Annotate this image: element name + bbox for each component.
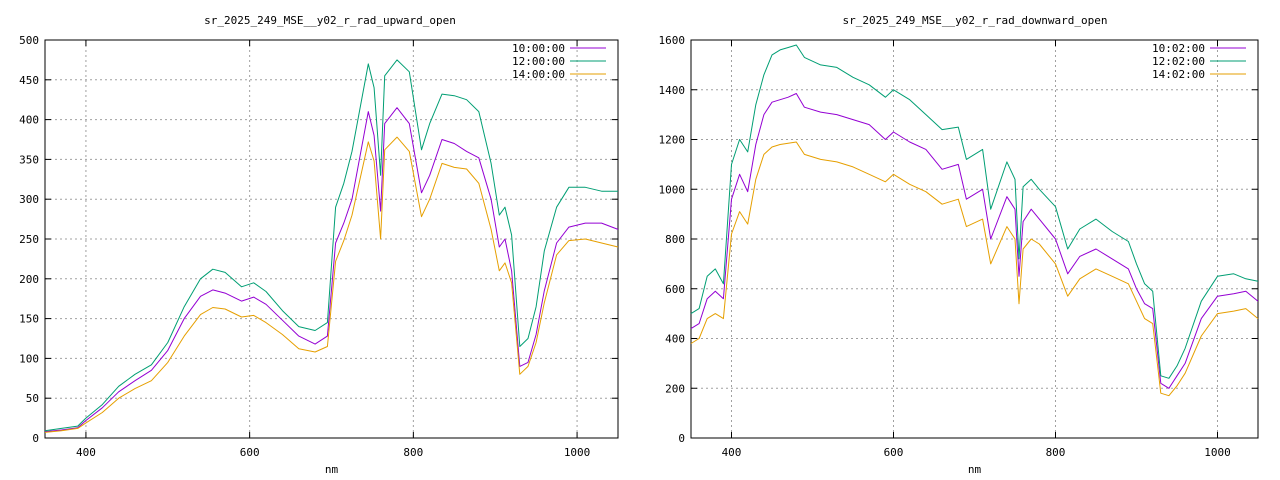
chart1-ytick-label: 500 (19, 34, 39, 47)
chart1-plot-frame (44, 39, 619, 439)
chart1-ytick-label: 250 (19, 233, 39, 246)
chart1-ytick-label: 200 (19, 273, 39, 286)
chart1-xtick-label: 1000 (564, 446, 591, 459)
chart2-xtick-label: 600 (884, 446, 904, 459)
chart2-x-axis-label: nm (968, 463, 982, 476)
chart1-ytick-label: 350 (19, 153, 39, 166)
chart1-series-line-3 (44, 136, 619, 433)
chart2-ytick-label: 200 (665, 382, 685, 395)
chart1-ytick-label: 300 (19, 193, 39, 206)
chart1-legend-label: 10:00:00 (512, 42, 565, 55)
chart1-xtick-label: 400 (76, 446, 96, 459)
chart1-title: sr_2025_249_MSE__y02_r_rad_upward_open (204, 14, 456, 27)
chart2-ytick-label: 0 (678, 432, 685, 445)
chart1-ytick-label: 100 (19, 352, 39, 365)
chart1-legend-label: 14:00:00 (512, 68, 565, 81)
chart1-series-line-1 (44, 107, 619, 433)
chart2-series-line-3 (690, 141, 1259, 397)
chart2-ytick-label: 1000 (659, 183, 686, 196)
chart2-plot-frame (690, 39, 1259, 439)
chart2-series-line-1 (690, 93, 1259, 389)
chart1-ytick-label: 50 (26, 392, 39, 405)
chart2-legend-label: 14:02:00 (1152, 68, 1205, 81)
chart2-ytick-label: 1200 (659, 134, 686, 147)
chart1-ytick-label: 0 (32, 432, 39, 445)
chart1-xtick-label: 800 (403, 446, 423, 459)
chart2-ytick-label: 600 (665, 283, 685, 296)
chart1-ytick-label: 150 (19, 313, 39, 326)
chart2-xtick-label: 1000 (1204, 446, 1231, 459)
chart2-series-line-2 (690, 44, 1259, 379)
chart2-title: sr_2025_249_MSE__y02_r_rad_downward_open (843, 14, 1108, 27)
chart1-ytick-label: 450 (19, 74, 39, 87)
chart1-ytick-label: 400 (19, 114, 39, 127)
chart2-ytick-label: 1600 (659, 34, 686, 47)
chart2-xtick-label: 800 (1046, 446, 1066, 459)
chart2-ytick-label: 400 (665, 333, 685, 346)
chart1-x-axis-label: nm (325, 463, 339, 476)
chart1-legend-label: 12:00:00 (512, 55, 565, 68)
chart1-series-line-2 (44, 59, 618, 432)
chart2-xtick-label: 400 (722, 446, 742, 459)
chart1-xtick-label: 600 (240, 446, 260, 459)
chart2-legend-label: 10:02:00 (1152, 42, 1205, 55)
chart2-legend-label: 12:02:00 (1152, 55, 1205, 68)
chart2-ytick-label: 800 (665, 233, 685, 246)
chart2-ytick-label: 1400 (659, 84, 686, 97)
